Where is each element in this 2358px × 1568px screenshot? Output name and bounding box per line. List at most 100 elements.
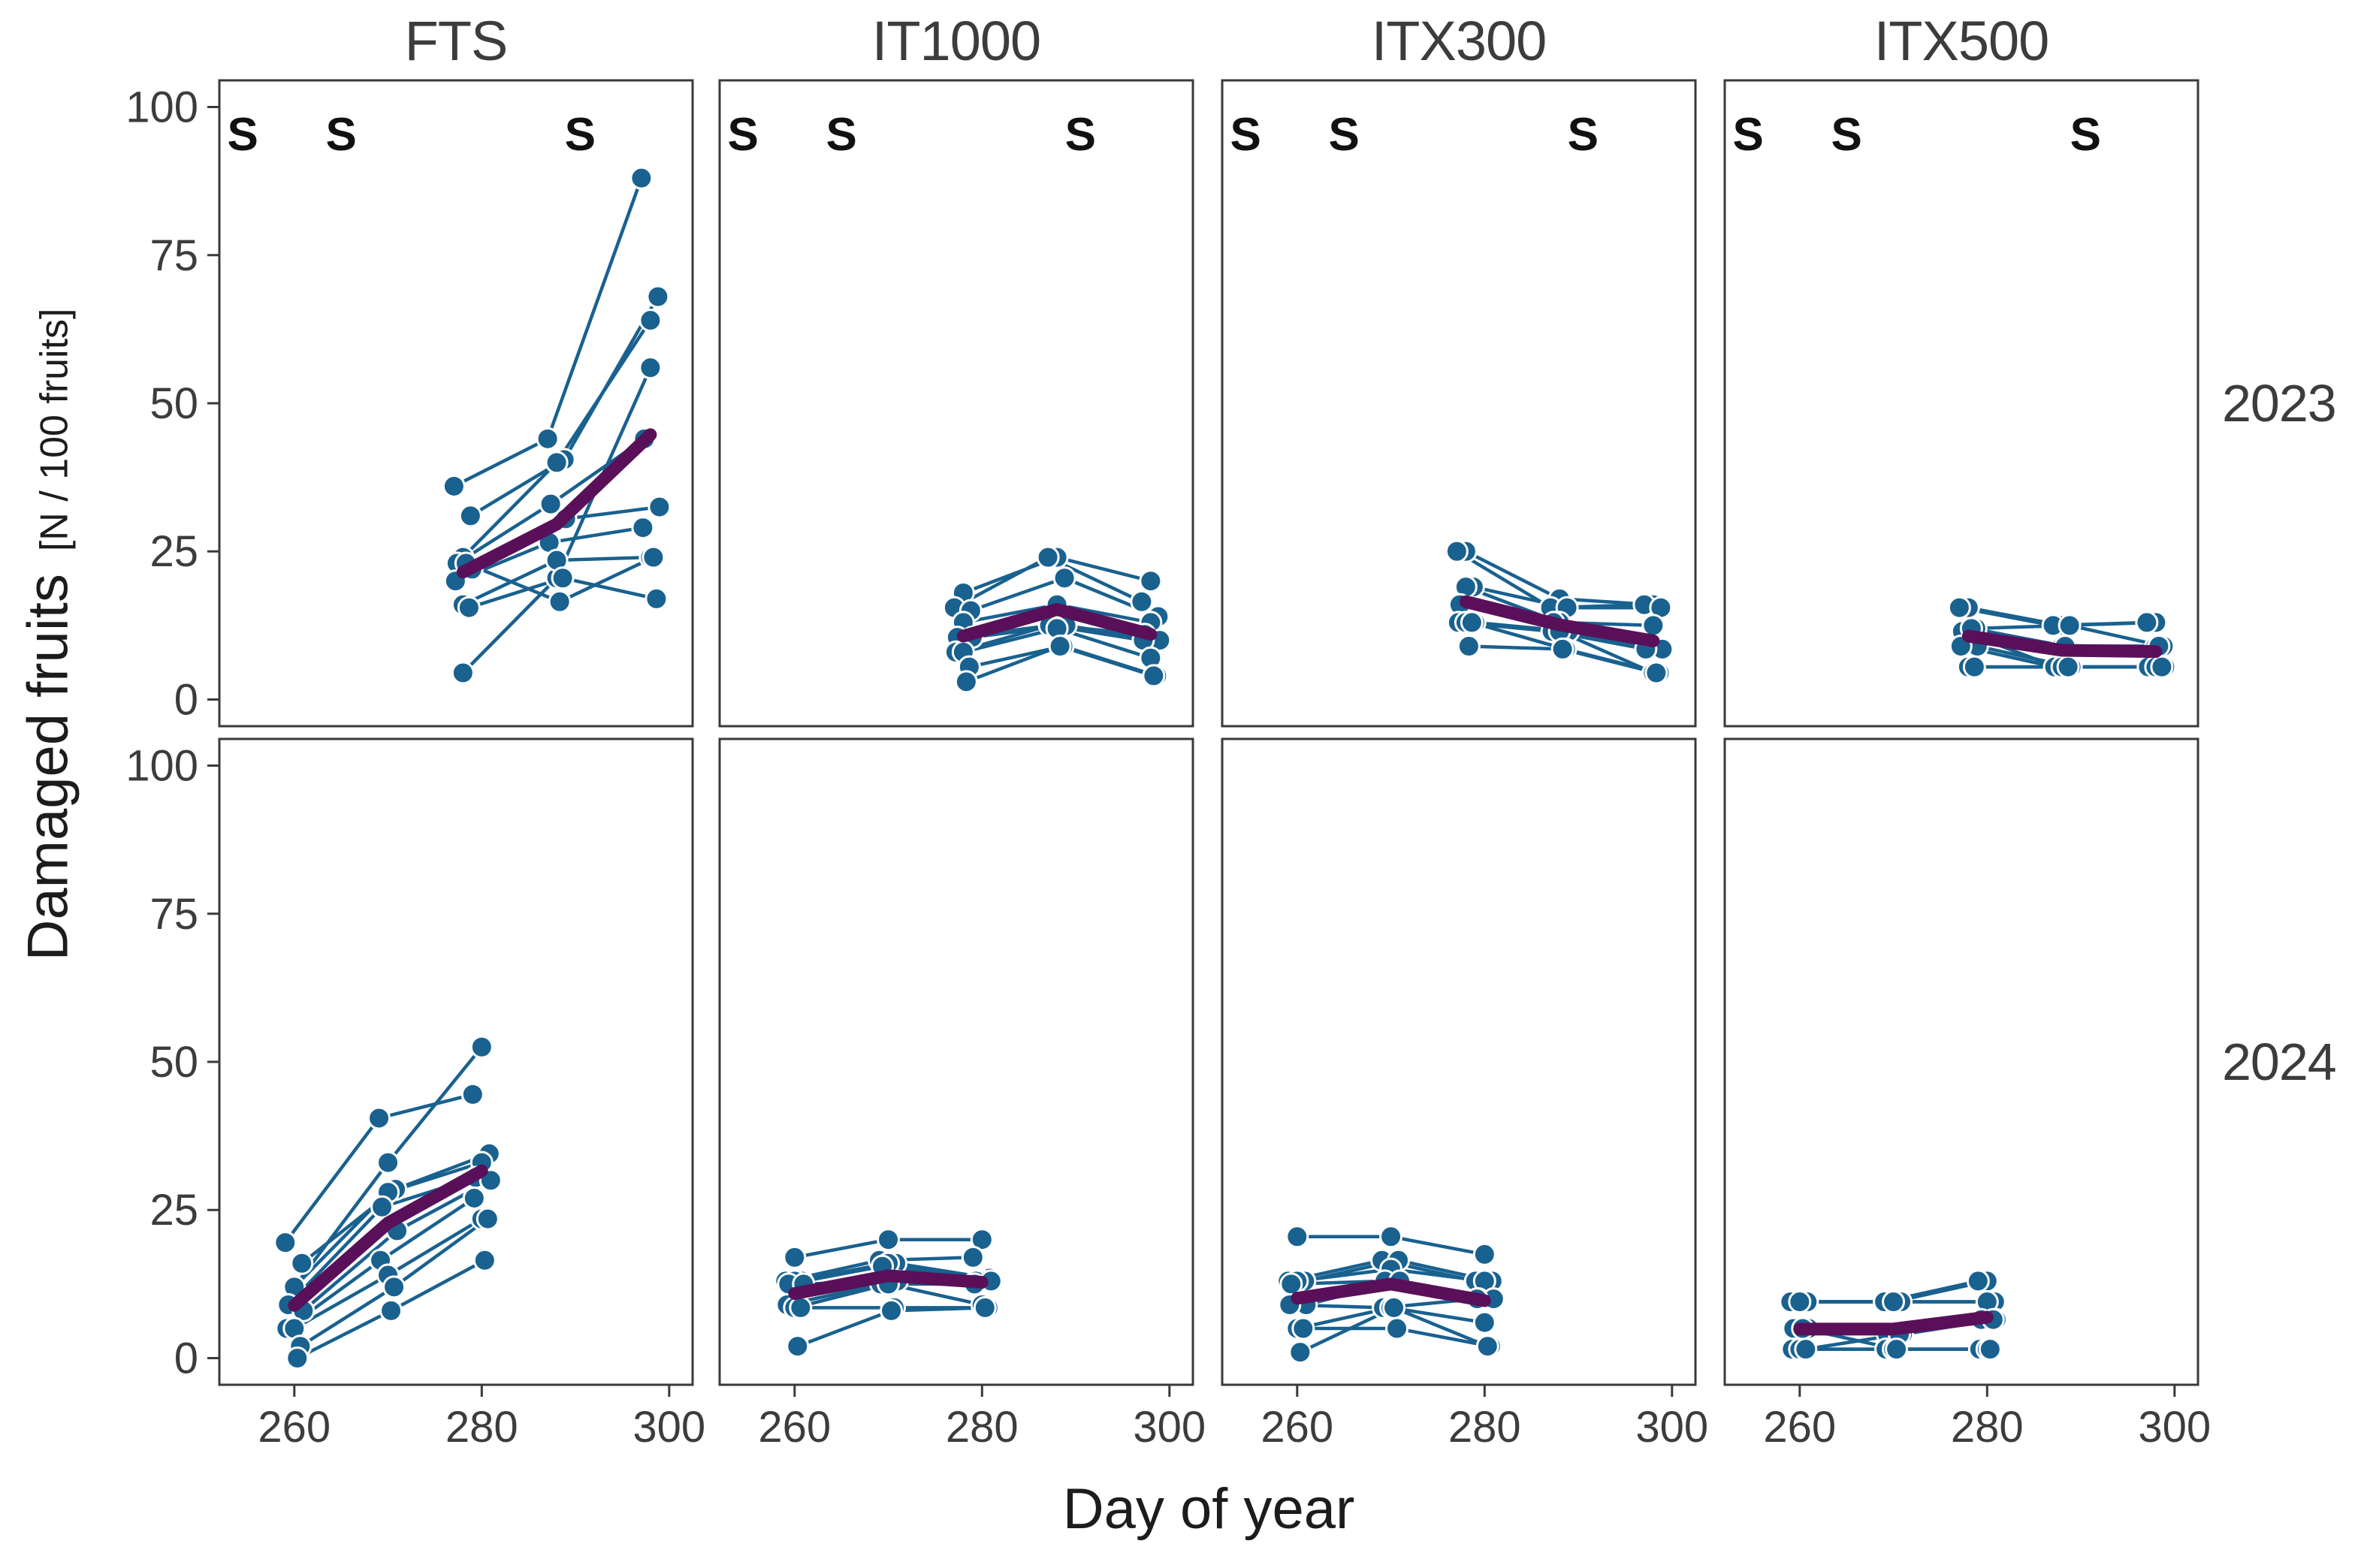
data-point — [2150, 655, 2174, 679]
data-point — [451, 661, 475, 685]
y-tick-label: 75 — [149, 890, 198, 939]
spray-event-marker: S — [2070, 109, 2101, 161]
data-point — [1460, 611, 1484, 635]
data-point — [476, 1207, 500, 1231]
x-tick-label: 260 — [1763, 1403, 1836, 1452]
spray-event-marker: S — [1230, 109, 1261, 161]
data-point — [536, 427, 560, 451]
data-point — [382, 1275, 406, 1299]
facet-column-label-itx300: ITX300 — [1371, 10, 1547, 72]
spray-event-marker: S — [1733, 109, 1764, 161]
y-tick-label: 50 — [149, 1038, 198, 1087]
y-tick-label: 0 — [174, 1334, 198, 1383]
data-point — [1279, 1272, 1303, 1296]
data-point — [442, 474, 466, 498]
data-point — [376, 1150, 400, 1174]
data-point — [2135, 611, 2159, 635]
y-axis-title-unit: [N / 100 fruits] — [32, 308, 77, 552]
data-point — [1379, 1225, 1403, 1249]
panel-border — [1221, 737, 1697, 1386]
y-axis-title: Damaged fruits [N / 100 fruits] — [16, 308, 81, 960]
spray-event-marker: S — [1065, 109, 1096, 161]
panel-border — [218, 79, 694, 728]
spray-event-marker: S — [228, 109, 258, 161]
x-tick-label: 280 — [1448, 1403, 1521, 1452]
data-point — [1285, 1225, 1309, 1249]
data-point — [473, 1248, 497, 1272]
data-point — [630, 166, 654, 190]
panel-border — [1723, 79, 2199, 728]
data-point — [783, 1245, 807, 1269]
data-point — [1641, 614, 1665, 638]
panel-border — [1221, 79, 1697, 728]
data-point — [1962, 655, 1986, 679]
spray-event-marker: S — [565, 109, 596, 161]
data-point — [954, 670, 978, 694]
data-point — [1885, 1337, 1909, 1361]
x-tick-label: 300 — [1635, 1403, 1708, 1452]
data-point — [645, 586, 669, 611]
data-point — [290, 1251, 314, 1275]
data-point — [786, 1334, 810, 1358]
data-point — [1472, 1242, 1496, 1266]
data-point — [646, 285, 670, 309]
facet-row-label-2024: 2024 — [2222, 1033, 2337, 1091]
data-point — [648, 495, 672, 519]
x-axis-title: Day of year — [1062, 1477, 1355, 1541]
data-point — [1130, 590, 1154, 614]
y-tick-label: 25 — [149, 527, 198, 576]
data-point — [273, 1231, 297, 1255]
data-point — [631, 516, 655, 540]
spray-event-marker: S — [325, 109, 356, 161]
data-point — [639, 309, 663, 333]
data-point — [1288, 1340, 1312, 1364]
mean-line — [1793, 1310, 1994, 1336]
data-point — [1036, 545, 1060, 569]
data-point — [1644, 661, 1668, 685]
data-point — [551, 566, 575, 590]
x-tick-label: 300 — [2138, 1403, 2211, 1452]
data-point — [285, 1346, 309, 1370]
data-point — [548, 590, 572, 614]
panel-border — [718, 737, 1194, 1386]
data-point — [1048, 634, 1072, 658]
data-point — [2056, 655, 2080, 679]
data-point — [1445, 539, 1469, 563]
y-tick-label: 100 — [125, 742, 198, 791]
data-point — [460, 1082, 485, 1106]
data-point — [1472, 1310, 1496, 1334]
panel-border — [718, 79, 1194, 728]
data-point — [1457, 634, 1481, 658]
mean-line — [956, 603, 1158, 643]
x-tick-label: 300 — [1133, 1403, 1206, 1452]
panel-border — [218, 737, 694, 1386]
mean-line — [1459, 595, 1660, 647]
mean-line — [1291, 1277, 1491, 1307]
data-point — [1550, 637, 1575, 661]
data-point — [973, 1295, 997, 1319]
spray-event-marker: S — [728, 109, 759, 161]
data-point — [539, 492, 563, 516]
spray-event-marker: S — [1568, 109, 1599, 161]
data-point — [1291, 1316, 1315, 1340]
y-tick-label: 25 — [149, 1186, 198, 1235]
data-point — [1788, 1290, 1812, 1314]
data-point — [1947, 596, 1971, 620]
data-point — [642, 545, 666, 569]
data-point — [1385, 1316, 1409, 1340]
x-tick-label: 280 — [1951, 1403, 2024, 1452]
mean-line — [456, 428, 657, 579]
spray-event-marker: S — [1831, 109, 1861, 161]
facet-column-label-itx500: ITX500 — [1873, 10, 2050, 72]
y-tick-label: 0 — [174, 675, 198, 724]
data-point — [458, 504, 482, 528]
data-point — [1139, 569, 1163, 593]
spray-event-marker: S — [826, 109, 856, 161]
data-point — [1475, 1334, 1499, 1358]
data-point — [789, 1295, 813, 1319]
replicate-line — [469, 295, 660, 517]
data-point — [1966, 1269, 1990, 1293]
